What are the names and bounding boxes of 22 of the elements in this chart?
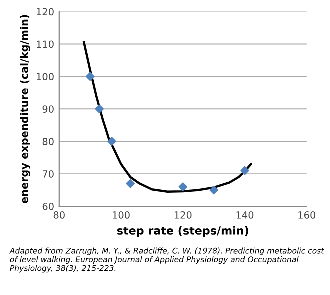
- y-axis-title: energy expenditure (cal/kg/min): [20, 15, 30, 204]
- y-tick-label: 120: [37, 8, 54, 16]
- x-tick-label: 80: [54, 212, 65, 219]
- y-tick-label: 80: [42, 138, 54, 146]
- point: [210, 186, 218, 195]
- y-tick-label: 110: [37, 40, 54, 48]
- y-tick-label: 90: [42, 106, 54, 113]
- x-tick-label: 140: [236, 212, 254, 219]
- y-tick-label: 70: [42, 170, 54, 178]
- point: [95, 104, 104, 114]
- x-axis-title: step rate (steps/min): [117, 226, 248, 238]
- point: [240, 166, 250, 176]
- point: [86, 72, 95, 82]
- point: [178, 182, 188, 192]
- x-tick-label: 100: [113, 212, 130, 219]
- y-tick-label: 100: [37, 73, 54, 81]
- line-series: [83, 42, 252, 194]
- y-tick-label: 60: [42, 202, 54, 210]
- point: [108, 137, 116, 146]
- x-tick-label: 120: [174, 212, 192, 219]
- x-tick-label: 160: [298, 212, 316, 219]
- point: [126, 179, 135, 188]
